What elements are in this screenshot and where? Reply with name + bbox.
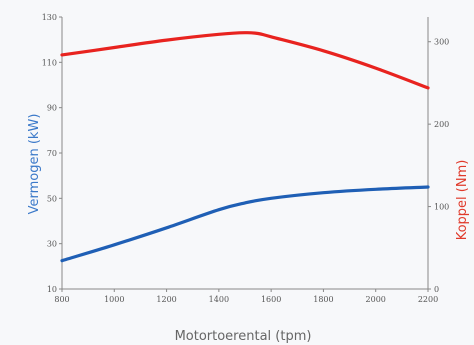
- y-left-tick-label: 50: [47, 194, 57, 203]
- y-right-tick-label: 300: [434, 38, 449, 47]
- y-left-tick-label: 130: [42, 13, 57, 22]
- y-left-tick-label: 30: [47, 240, 57, 249]
- power-series-line: [60, 185, 430, 263]
- y-right-tick-label: 200: [434, 120, 449, 129]
- x-tick-label: 2000: [366, 295, 386, 304]
- y-left-tick-label: 110: [42, 58, 57, 67]
- x-tick-label: 1600: [261, 295, 281, 304]
- x-tick-label: 1000: [104, 295, 124, 304]
- series-layer: [60, 31, 430, 263]
- torque-series-line: [60, 31, 430, 90]
- y-right-axis-title: Koppel (Nm): [455, 160, 470, 241]
- x-tick-label: 1800: [313, 295, 333, 304]
- y-right-tick-label: 0: [434, 285, 439, 294]
- y-right-tick-label: 100: [434, 203, 449, 212]
- axes-layer: 10 30 50 70 90 110 130 0 100 200 300 800 1000 1200 140…: [42, 13, 450, 304]
- y-left-tick-label: 90: [47, 104, 57, 113]
- x-tick-label: 2200: [418, 295, 438, 304]
- x-tick-label: 1400: [209, 295, 229, 304]
- x-axis-title: Motortoerental (tpm): [175, 329, 312, 344]
- x-tick-label: 1200: [156, 295, 176, 304]
- y-left-tick-label: 10: [47, 285, 57, 294]
- x-tick-label: 800: [54, 295, 69, 304]
- y-left-tick-label: 70: [47, 149, 57, 158]
- y-left-axis-title: Vermogen (kW): [27, 114, 42, 215]
